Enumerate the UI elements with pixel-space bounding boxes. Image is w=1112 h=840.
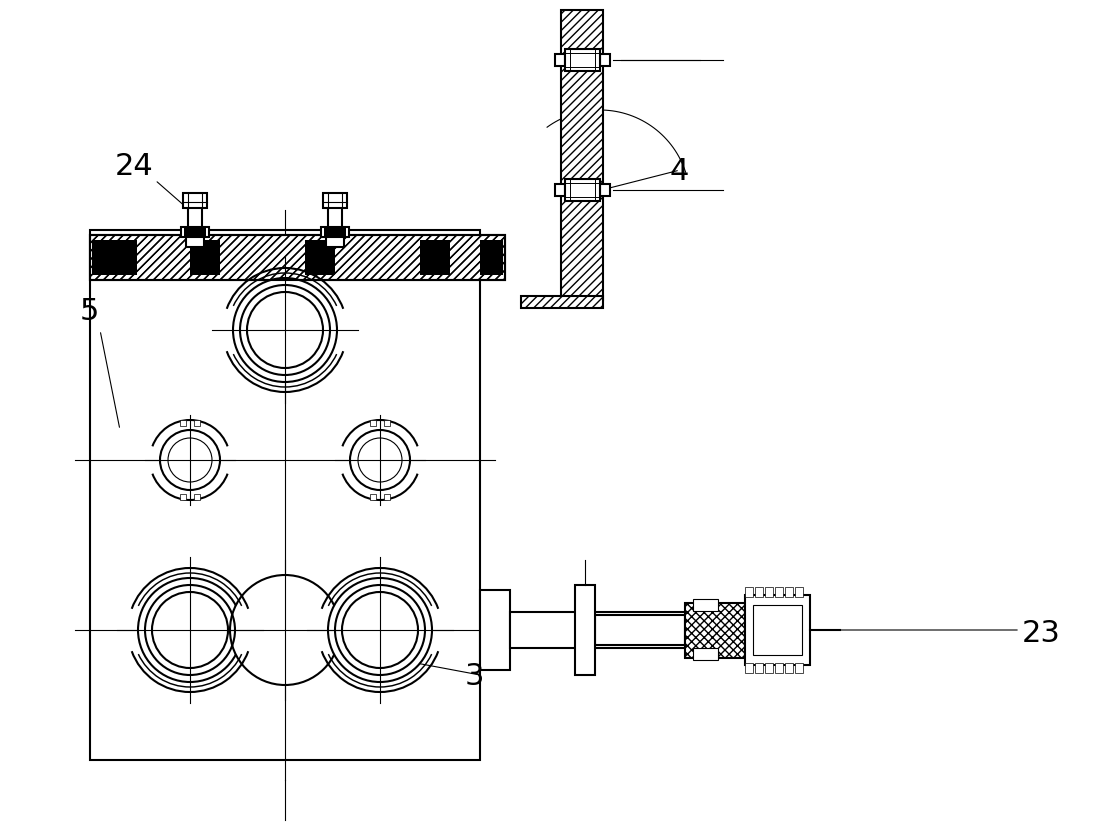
Bar: [575, 585, 595, 675]
Bar: [510, 612, 709, 648]
Bar: [181, 227, 209, 237]
Bar: [384, 495, 389, 501]
Bar: [90, 235, 505, 280]
Text: 23: 23: [1022, 619, 1061, 648]
Bar: [599, 184, 609, 196]
Circle shape: [230, 575, 340, 685]
Bar: [795, 663, 803, 673]
Circle shape: [350, 430, 410, 490]
Circle shape: [138, 578, 242, 682]
Bar: [193, 495, 199, 501]
Bar: [565, 179, 599, 201]
Bar: [190, 240, 220, 275]
Bar: [183, 193, 207, 208]
Bar: [92, 240, 137, 275]
Bar: [186, 232, 203, 247]
Bar: [384, 419, 389, 426]
Bar: [753, 605, 802, 655]
Bar: [324, 227, 346, 237]
Bar: [522, 296, 603, 308]
Bar: [322, 193, 347, 208]
Bar: [560, 10, 603, 300]
Bar: [745, 663, 753, 673]
Circle shape: [234, 278, 337, 382]
Bar: [560, 10, 603, 300]
Bar: [693, 599, 717, 611]
Bar: [522, 296, 603, 308]
Bar: [370, 495, 376, 501]
Bar: [685, 602, 745, 658]
Bar: [183, 227, 206, 237]
Bar: [370, 419, 376, 426]
Bar: [555, 54, 565, 66]
Bar: [595, 615, 685, 645]
Bar: [785, 587, 793, 597]
Bar: [90, 235, 505, 280]
Circle shape: [247, 292, 322, 368]
Bar: [90, 230, 480, 760]
Text: 4: 4: [671, 157, 689, 186]
Bar: [305, 240, 335, 275]
Bar: [193, 419, 199, 426]
Circle shape: [152, 592, 228, 668]
Bar: [745, 587, 753, 597]
Bar: [685, 602, 745, 658]
Bar: [765, 587, 773, 597]
Bar: [693, 648, 717, 660]
Bar: [775, 587, 783, 597]
Bar: [755, 663, 763, 673]
Bar: [785, 663, 793, 673]
Bar: [180, 495, 187, 501]
Bar: [328, 205, 342, 235]
Circle shape: [160, 430, 220, 490]
Bar: [326, 232, 344, 247]
Bar: [321, 227, 349, 237]
Bar: [755, 587, 763, 597]
Circle shape: [328, 578, 431, 682]
Bar: [420, 240, 450, 275]
Bar: [765, 663, 773, 673]
Text: 24: 24: [115, 152, 153, 181]
Bar: [795, 587, 803, 597]
Bar: [480, 240, 503, 275]
Bar: [565, 49, 599, 71]
Text: 3: 3: [465, 662, 485, 691]
Bar: [775, 663, 783, 673]
Bar: [90, 235, 505, 280]
Bar: [480, 590, 510, 670]
Bar: [599, 54, 609, 66]
Circle shape: [342, 592, 418, 668]
Bar: [180, 419, 187, 426]
Bar: [745, 595, 810, 665]
Bar: [188, 205, 202, 235]
Text: 5: 5: [80, 297, 99, 326]
Bar: [555, 184, 565, 196]
